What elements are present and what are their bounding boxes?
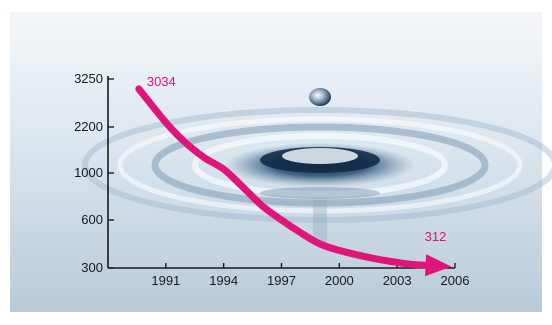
y-tick-label: 3250 — [74, 71, 103, 86]
y-tick-label: 600 — [81, 212, 103, 227]
x-axis-ticks: 1991 1994 1997 2000 2003 2006 — [151, 263, 469, 288]
x-tick-label: 1997 — [267, 273, 296, 288]
y-tick-label: 300 — [81, 260, 103, 275]
y-tick-label: 1000 — [74, 165, 103, 180]
series-layer — [135, 85, 452, 277]
series-line — [135, 85, 445, 270]
y-tick-label: 2200 — [74, 119, 103, 134]
x-tick-label: 2003 — [383, 273, 412, 288]
y-axis-ticks: 300 600 1000 2200 3250 — [74, 71, 114, 275]
series-arrowhead — [425, 254, 452, 277]
x-tick-label: 2006 — [441, 273, 470, 288]
x-tick-label: 2000 — [325, 273, 354, 288]
start-value-label: 3034 — [147, 74, 176, 89]
water-background — [10, 12, 552, 312]
water-drop — [309, 88, 331, 106]
x-tick-label: 1991 — [151, 273, 180, 288]
x-tick-label: 1994 — [209, 273, 238, 288]
annotation-layer: 3034 312 — [147, 74, 447, 244]
end-value-label: 312 — [425, 229, 447, 244]
